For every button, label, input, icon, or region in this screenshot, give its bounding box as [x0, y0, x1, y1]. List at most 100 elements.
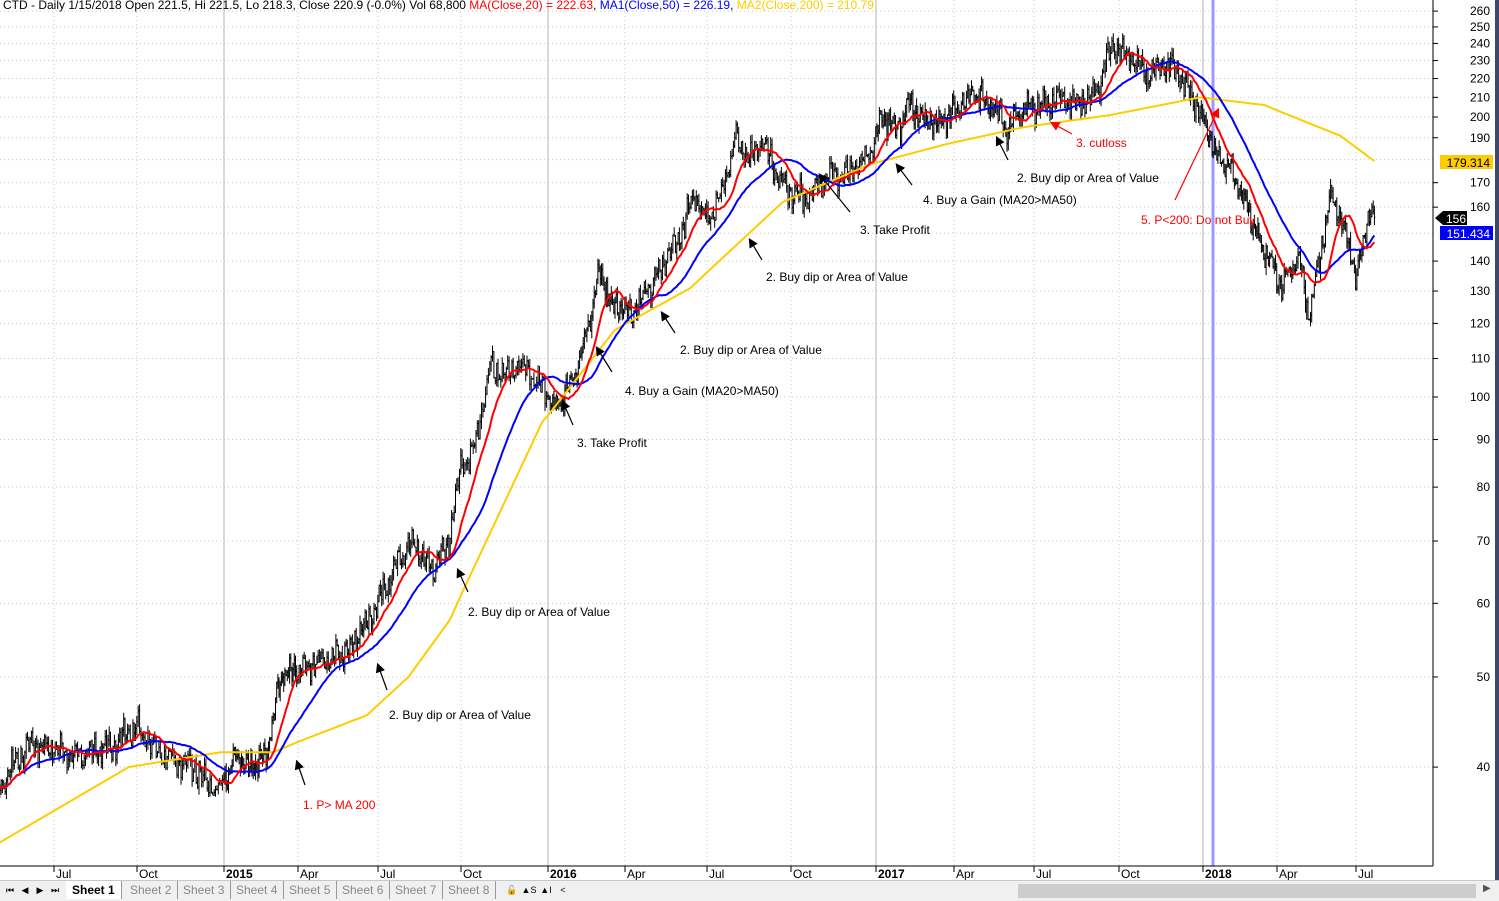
price-bar [144, 733, 147, 748]
price-bar [965, 90, 968, 109]
price-bar [1145, 63, 1148, 92]
x-tick-label: Jul [56, 867, 71, 880]
annotation-arrow [375, 662, 388, 691]
price-bar [356, 636, 359, 657]
price-bar [1281, 284, 1284, 301]
price-bar [390, 575, 392, 598]
interval-button[interactable]: ▲I [540, 885, 552, 895]
sheet-tab[interactable]: Sheet 7 [389, 881, 444, 899]
price-bar [70, 753, 72, 762]
price-bar [737, 126, 740, 153]
price-chart[interactable]: 1. P> MA 200 2. Buy dip or Area of Value 2… [0, 0, 1499, 880]
price-bar [6, 767, 9, 784]
price-bar [657, 257, 660, 280]
price-bar [14, 747, 17, 764]
price-bar [1027, 89, 1030, 108]
price-bar [1128, 46, 1131, 71]
annotation-arrow [456, 567, 469, 593]
annotation-arrow [294, 759, 306, 786]
price-bar [803, 193, 806, 218]
price-bar [1151, 59, 1153, 82]
sheet-tab[interactable]: Sheet 5 [283, 881, 338, 899]
price-bar [1329, 179, 1332, 203]
price-bar [54, 741, 57, 757]
next-sheet-button[interactable]: ▶ [36, 885, 44, 895]
price-bar [956, 101, 959, 114]
header-sep: , [593, 0, 600, 12]
price-bar [787, 185, 789, 211]
last-sheet-button[interactable]: ⏭ [50, 885, 60, 895]
price-bar [463, 462, 466, 475]
price-bar [451, 512, 454, 521]
price-bar [379, 580, 382, 597]
price-bar [375, 606, 378, 622]
scroll-right-arrow-icon[interactable]: ▶ [1483, 883, 1491, 894]
price-bar [207, 780, 210, 797]
price-bar [1193, 98, 1196, 122]
price-bar [969, 88, 972, 107]
price-bar [462, 458, 465, 478]
price-bar [1200, 100, 1203, 120]
annotation-arrow [895, 163, 913, 186]
price-bar [545, 391, 548, 408]
price-bar [1179, 75, 1181, 93]
price-bar [392, 555, 395, 581]
price-bar [775, 168, 778, 181]
horizontal-scrollbar-thumb[interactable] [1018, 884, 1476, 898]
price-bar [408, 532, 411, 555]
scroll-left-button[interactable]: < [560, 885, 566, 895]
y-tick-label: 120 [1470, 316, 1490, 330]
price-bar [472, 440, 475, 454]
price-bar [1189, 80, 1192, 106]
price-bar [744, 142, 747, 168]
annotation-arrow [995, 135, 1009, 161]
price-bar [387, 577, 390, 603]
header-ma200: MA2(Close,200) = 210.79 [736, 0, 874, 12]
price-bar [355, 627, 358, 652]
price-bar [405, 541, 408, 560]
sheet-tab[interactable]: Sheet 6 [336, 881, 391, 899]
price-bar [91, 739, 94, 765]
price-bar [480, 402, 483, 429]
price-bar [192, 768, 195, 782]
sheet-tab[interactable]: Sheet 8 [442, 881, 497, 899]
sheet-tab[interactable]: Sheet 4 [230, 881, 285, 899]
price-bar [71, 745, 74, 763]
price-bar [779, 170, 781, 189]
price-bar [67, 754, 70, 771]
price-bar [661, 254, 664, 281]
annotation-label: 2. Buy dip or Area of Value [766, 270, 908, 284]
price-bar [38, 742, 41, 769]
price-bar [1112, 33, 1115, 53]
y-axis-panel [1433, 0, 1499, 880]
price-bar [662, 251, 665, 268]
price-bar [1071, 84, 1074, 103]
price-bar [736, 121, 739, 134]
price-bar [203, 757, 206, 782]
price-bar [1195, 95, 1197, 124]
price-bar [861, 150, 864, 166]
price-bar [108, 726, 111, 747]
price-bar [1092, 76, 1094, 98]
first-sheet-button[interactable]: ⏮ [5, 885, 15, 895]
price-bar [729, 150, 732, 178]
price-bar [21, 747, 24, 763]
price-bar [831, 161, 834, 181]
price-bar [674, 234, 677, 254]
sheet-tab[interactable]: Sheet 2 [124, 881, 179, 899]
sheet-tab[interactable]: Sheet 1 [66, 881, 122, 899]
price-bar [859, 153, 862, 167]
prev-sheet-button[interactable]: ◀ [21, 885, 29, 895]
price-bar [697, 193, 700, 213]
x-tick-label: Oct [793, 867, 812, 880]
price-bar [728, 169, 731, 178]
annotation-label: 2. Buy dip or Area of Value [389, 708, 531, 722]
sheet-tab[interactable]: Sheet 3 [177, 881, 232, 899]
price-bar [318, 649, 321, 663]
price-bar [1335, 197, 1338, 227]
scale-button[interactable]: ▲S [521, 885, 537, 895]
price-bar [1094, 82, 1097, 96]
x-tick-label: Oct [463, 867, 482, 880]
price-bar [409, 539, 412, 557]
lock-icon[interactable]: 🔓 [506, 885, 518, 895]
